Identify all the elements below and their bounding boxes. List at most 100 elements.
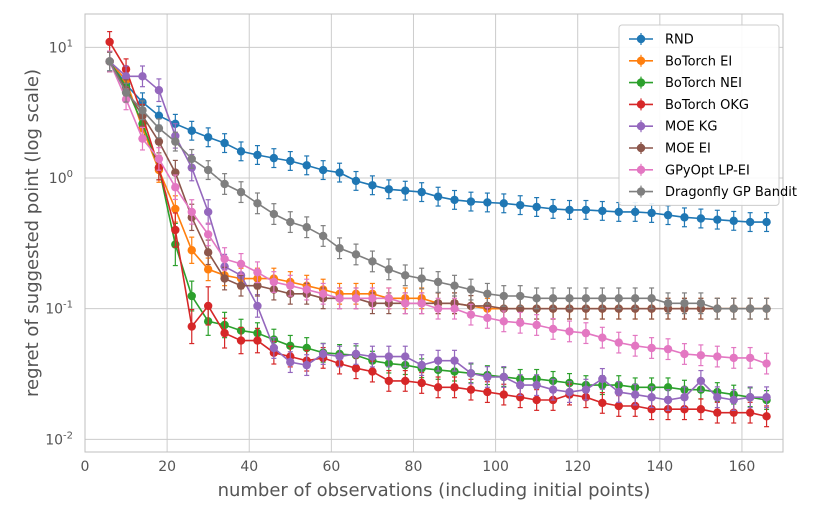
data-point-7-28	[565, 294, 574, 303]
data-point-4-32	[630, 390, 640, 399]
data-point-1-6	[203, 265, 213, 274]
data-point-5-6	[203, 248, 213, 257]
data-point-7-1	[121, 88, 131, 97]
data-point-4-34	[663, 395, 673, 405]
data-point-3-30	[598, 398, 607, 408]
data-point-6-19	[417, 299, 426, 308]
legend-label-5: MOE EI	[665, 142, 711, 157]
x-axis-label: number of observations (including initia…	[218, 480, 651, 501]
data-point-6-25	[516, 318, 525, 327]
data-point-0-13	[318, 165, 328, 175]
data-point-7-21	[450, 281, 459, 290]
data-point-4-21	[450, 356, 459, 365]
legend-marker-2	[636, 78, 646, 87]
data-point-6-3	[154, 154, 164, 164]
data-point-7-12	[302, 223, 311, 232]
data-point-6-2	[138, 134, 147, 143]
data-point-4-12	[302, 360, 311, 370]
y-tick-label-2: 100	[49, 169, 73, 187]
data-point-3-19	[417, 378, 426, 388]
data-point-6-35	[680, 349, 689, 359]
data-point-0-9	[253, 150, 262, 160]
data-point-4-15	[351, 349, 361, 359]
data-point-6-40	[762, 359, 771, 368]
data-point-7-9	[253, 199, 262, 208]
data-point-0-23	[483, 198, 492, 207]
legend-label-7: Dragonfly GP Bandit	[665, 185, 797, 200]
data-point-7-34	[663, 299, 673, 308]
x-tick-label-2: 40	[240, 459, 258, 475]
data-point-7-23	[483, 289, 492, 298]
data-point-5-9	[253, 281, 262, 290]
data-point-6-17	[384, 294, 394, 303]
data-point-7-31	[614, 294, 623, 303]
data-point-4-6	[203, 207, 213, 217]
data-point-7-37	[713, 304, 722, 313]
data-point-0-8	[236, 147, 246, 156]
series-group	[105, 30, 771, 428]
data-point-4-19	[417, 360, 426, 370]
x-tick-label-5: 100	[482, 459, 509, 475]
y-tick-labels: 10-2 10-1 100 101	[45, 38, 73, 448]
data-point-0-11	[286, 156, 295, 166]
data-point-0-16	[368, 181, 377, 190]
data-point-0-6	[203, 133, 213, 142]
x-tick-label-8: 160	[729, 459, 756, 475]
data-point-7-36	[696, 299, 706, 308]
data-point-4-40	[762, 393, 771, 402]
data-point-4-16	[368, 352, 377, 361]
data-point-7-27	[548, 294, 558, 303]
data-point-6-9	[253, 268, 262, 277]
data-point-4-10	[269, 343, 279, 353]
data-point-5-3	[154, 137, 164, 146]
data-point-6-6	[203, 230, 213, 239]
x-tick-label-6: 120	[564, 459, 591, 475]
data-point-6-27	[548, 324, 558, 334]
data-point-0-20	[433, 192, 443, 201]
data-point-0-5	[187, 126, 196, 135]
data-point-3-37	[713, 408, 722, 417]
data-point-4-18	[401, 352, 410, 361]
data-point-4-35	[680, 393, 689, 402]
data-point-6-22	[466, 310, 476, 319]
data-point-4-2	[138, 72, 147, 81]
data-point-4-27	[548, 385, 558, 394]
data-point-0-28	[565, 205, 574, 215]
data-point-6-21	[450, 304, 459, 313]
data-point-6-12	[302, 285, 311, 294]
data-point-0-7	[220, 138, 229, 148]
y-tick-label-1: 10-1	[45, 300, 73, 318]
x-tick-label-4: 80	[405, 459, 423, 475]
data-point-0-24	[499, 199, 508, 208]
data-point-6-28	[565, 327, 574, 336]
data-point-7-30	[598, 294, 607, 303]
data-point-0-10	[269, 153, 279, 163]
data-point-0-32	[630, 207, 640, 217]
data-point-3-0	[105, 37, 114, 47]
legend-label-2: BoTorch NEI	[665, 76, 742, 91]
data-point-4-9	[253, 301, 262, 311]
data-point-7-5	[187, 154, 196, 164]
data-point-4-29	[581, 385, 591, 394]
legend-label-4: MOE KG	[665, 120, 717, 135]
data-point-3-23	[483, 387, 492, 397]
data-point-7-2	[138, 106, 147, 115]
data-point-7-4	[171, 137, 180, 146]
data-point-6-30	[598, 333, 607, 342]
legend-marker-5	[636, 143, 646, 153]
data-point-1-5	[187, 246, 196, 255]
data-point-3-5	[187, 322, 196, 331]
data-point-4-36	[696, 376, 706, 386]
x-tick-label-1: 20	[158, 459, 176, 475]
data-point-6-24	[499, 317, 508, 326]
data-point-0-19	[417, 187, 426, 197]
data-point-7-7	[220, 179, 229, 189]
data-point-4-23	[483, 372, 492, 382]
y-tick-label-0: 10-2	[45, 430, 73, 448]
data-point-3-40	[762, 412, 771, 421]
data-point-6-31	[614, 338, 623, 347]
data-point-0-36	[696, 214, 706, 223]
data-point-7-25	[516, 291, 525, 301]
legend-marker-1	[636, 56, 646, 65]
data-point-7-39	[745, 304, 755, 313]
